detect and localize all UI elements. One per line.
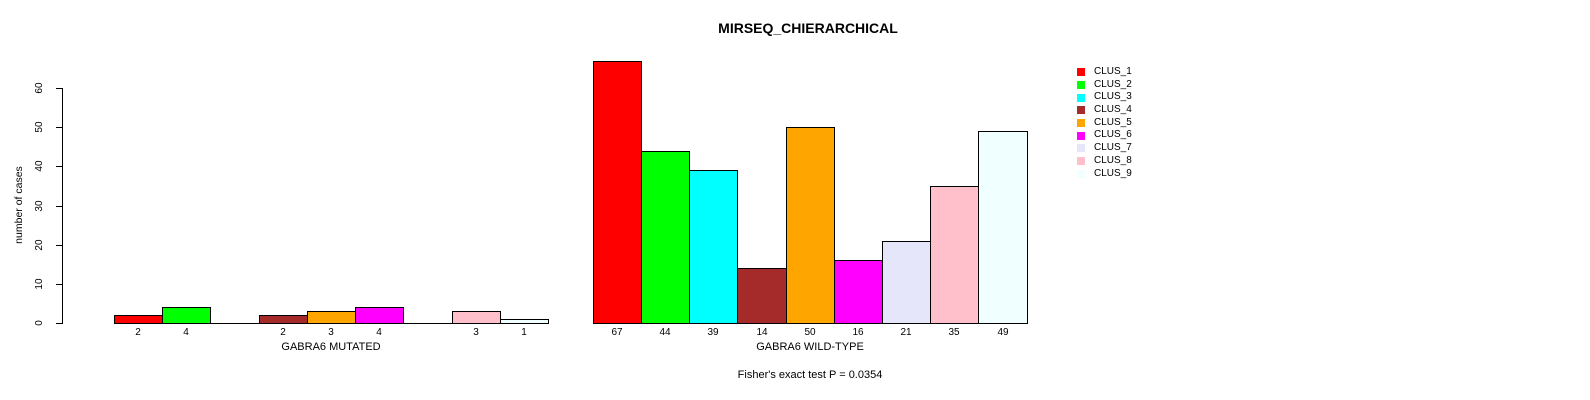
bar-clus_5-gabra6-mutated	[307, 311, 356, 324]
y-axis-tick-label: 20	[34, 239, 45, 251]
legend-label: CLUS_5	[1094, 116, 1132, 128]
legend-swatch	[1077, 144, 1085, 153]
bar-value-label: 49	[997, 327, 1009, 338]
legend-item: CLUS_2	[1077, 79, 1132, 92]
bar-value-label: 1	[521, 327, 527, 338]
y-axis-tick-label: 0	[34, 320, 45, 326]
y-axis-tick-label: 60	[34, 82, 45, 94]
y-axis-label: number of cases	[13, 166, 25, 244]
legend: CLUS_1 CLUS_2 CLUS_3 CLUS_4 CLUS_5 CLUS_6 CLUS…	[1077, 66, 1132, 180]
y-axis-tick	[56, 166, 62, 167]
bar-value-label: 2	[280, 327, 286, 338]
legend-label: CLUS_4	[1094, 104, 1132, 116]
y-axis-tick-label: 50	[34, 121, 45, 133]
bar-value-label: 14	[756, 327, 768, 338]
legend-swatch	[1077, 81, 1085, 90]
fisher-test-annotation: Fisher's exact test P = 0.0354	[737, 369, 883, 381]
bar-clus_6-gabra6-wild-type	[834, 260, 883, 324]
bar-clus_1-gabra6-mutated	[114, 315, 163, 324]
x-axis-label-mutated: GABRA6 MUTATED	[281, 341, 381, 353]
x-axis-label-wild-type: GABRA6 WILD-TYPE	[756, 341, 864, 353]
legend-swatch	[1077, 131, 1085, 140]
bar-value-label: 35	[948, 327, 960, 338]
bar-value-label: 16	[852, 327, 864, 338]
legend-item: CLUS_4	[1077, 104, 1132, 117]
legend-label: CLUS_1	[1094, 66, 1132, 77]
y-axis-tick-label: 40	[34, 160, 45, 172]
legend-swatch	[1077, 68, 1085, 77]
y-axis-tick	[56, 88, 62, 89]
bar-clus_7-gabra6-wild-type	[882, 241, 931, 324]
bar-clus_4-gabra6-mutated	[259, 315, 308, 324]
legend-item: CLUS_1	[1077, 66, 1132, 79]
bar-clus_1-gabra6-wild-type	[593, 61, 642, 324]
legend-label: CLUS_2	[1094, 78, 1132, 90]
legend-label: CLUS_7	[1094, 142, 1132, 154]
legend-item: CLUS_9	[1077, 168, 1132, 181]
chart-title: MIRSEQ_CHIERARCHICAL	[718, 20, 898, 36]
legend-label: CLUS_6	[1094, 129, 1132, 141]
bar-clus_6-gabra6-mutated	[355, 307, 404, 324]
legend-swatch	[1077, 106, 1085, 115]
legend-item: CLUS_7	[1077, 142, 1132, 155]
bar-value-label: 50	[804, 327, 816, 338]
legend-swatch	[1077, 169, 1085, 178]
y-axis-line	[62, 88, 63, 324]
legend-item: CLUS_5	[1077, 117, 1132, 130]
legend-item: CLUS_3	[1077, 91, 1132, 104]
legend-label: CLUS_9	[1094, 167, 1132, 179]
legend-label: CLUS_8	[1094, 154, 1132, 166]
bar-clus_5-gabra6-wild-type	[786, 127, 835, 324]
bar-clus_2-gabra6-mutated	[162, 307, 211, 324]
bar-value-label: 39	[707, 327, 719, 338]
bar-clus_3-gabra6-wild-type	[689, 170, 738, 324]
bar-clus_8-gabra6-mutated	[452, 311, 501, 324]
legend-swatch	[1077, 119, 1085, 128]
bar-value-label: 21	[900, 327, 912, 338]
y-axis-tick	[56, 323, 62, 324]
legend-label: CLUS_3	[1094, 91, 1132, 103]
bar-clus_2-gabra6-wild-type	[641, 151, 690, 324]
legend-swatch	[1077, 157, 1085, 166]
legend-item: CLUS_6	[1077, 129, 1132, 142]
bar-value-label: 4	[183, 327, 189, 338]
y-axis-tick	[56, 206, 62, 207]
bar-value-label: 3	[328, 327, 334, 338]
legend-swatch	[1077, 93, 1085, 102]
y-axis-tick-label: 30	[34, 200, 45, 212]
bar-value-label: 67	[611, 327, 623, 338]
bar-value-label: 3	[473, 327, 479, 338]
bar-clus_4-gabra6-wild-type	[737, 268, 787, 324]
y-axis-tick	[56, 284, 62, 285]
bar-value-label: 44	[659, 327, 671, 338]
y-axis-tick	[56, 127, 62, 128]
bar-clus_9-gabra6-mutated	[500, 319, 549, 324]
legend-item: CLUS_8	[1077, 155, 1132, 168]
bar-value-label: 4	[376, 327, 382, 338]
bar-clus_9-gabra6-wild-type	[978, 131, 1028, 324]
bar-clus_8-gabra6-wild-type	[930, 186, 979, 324]
y-axis-tick	[56, 245, 62, 246]
y-axis-tick-label: 10	[34, 278, 45, 290]
bar-value-label: 2	[135, 327, 141, 338]
